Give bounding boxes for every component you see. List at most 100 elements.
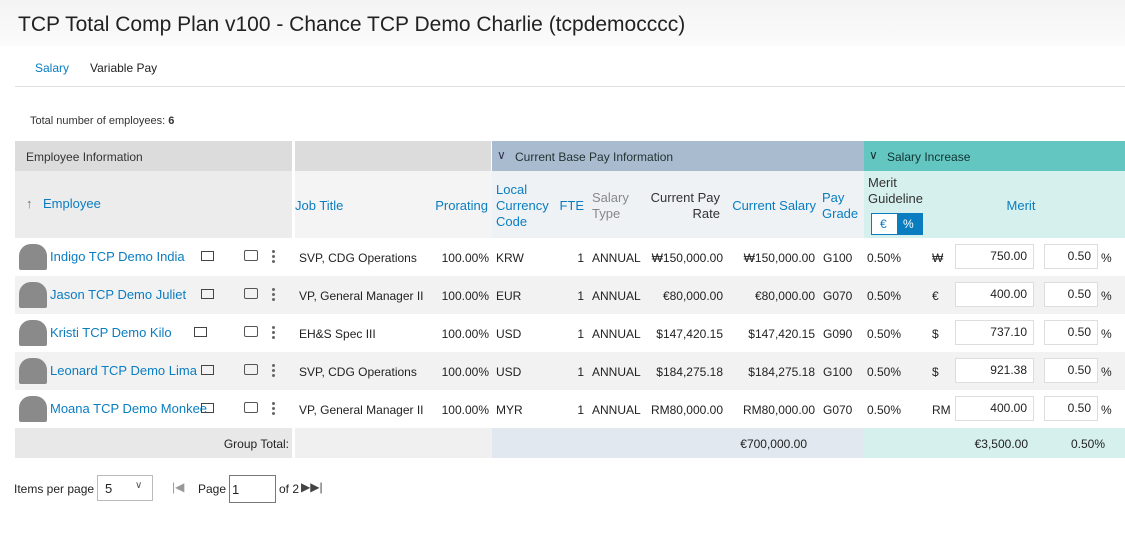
cell: ₩150,000.00 <box>651 251 723 265</box>
group-employee <box>15 141 292 171</box>
cell: MYR <box>496 403 523 417</box>
merit-percent-input[interactable]: 0.50 <box>1044 282 1098 307</box>
row <box>15 352 1125 390</box>
sort-arrow: ↑ <box>26 196 33 211</box>
card-icon <box>200 289 214 299</box>
cell: RM80,000.00 <box>650 403 723 417</box>
items-value[interactable]: 5 <box>105 481 113 496</box>
cell: G100 <box>823 251 853 265</box>
toggle-currency[interactable]: € <box>880 217 887 231</box>
row <box>15 314 1125 352</box>
employee-name[interactable]: Kristi TCP Demo Kilo <box>50 325 172 340</box>
cell: 1 <box>577 365 584 379</box>
page-input <box>229 475 276 503</box>
total-row <box>15 428 292 458</box>
col-header[interactable]: FTE <box>559 198 584 213</box>
currency-symbol: $ <box>932 365 939 379</box>
merit-percent-input[interactable]: 0.50 <box>1044 358 1098 383</box>
more-dot <box>272 260 275 263</box>
more-dot <box>272 326 275 329</box>
select-chevron: ∨ <box>135 480 143 491</box>
merit-percent-input[interactable]: 0.50 <box>1044 396 1098 421</box>
cell: 0.50% <box>867 403 902 417</box>
col-header: Merit Guideline <box>868 175 923 206</box>
total-salary: €700,000.00 <box>740 437 807 451</box>
merit-percent-input[interactable]: 0.50 <box>1044 244 1098 269</box>
cell: G100 <box>823 365 853 379</box>
tab-divider <box>15 86 1125 87</box>
cell: 100.00% <box>441 365 489 379</box>
group-base-pay <box>492 141 864 171</box>
cell: G070 <box>823 403 853 417</box>
cell: SVP, CDG Operations <box>299 251 417 265</box>
merit-amount-input[interactable]: 737.10 <box>955 320 1034 345</box>
cell: ANNUAL <box>592 403 641 417</box>
cell: G090 <box>823 327 853 341</box>
card-icon <box>200 251 214 261</box>
cell: €80,000.00 <box>662 289 723 303</box>
currency-symbol: $ <box>932 327 939 341</box>
col-header: Salary Type <box>592 190 629 221</box>
more-dot <box>272 336 275 339</box>
cell: 0.50% <box>867 327 902 341</box>
cell: 1 <box>577 327 584 341</box>
cell: 100.00% <box>441 327 489 341</box>
comment-icon <box>244 326 258 337</box>
avatar <box>19 320 47 346</box>
merit-amount-input[interactable]: 400.00 <box>955 282 1034 307</box>
col-header-base <box>492 171 864 238</box>
cell: 1 <box>577 251 584 265</box>
employee-name[interactable]: Moana TCP Demo Monkee <box>50 401 208 416</box>
col-header[interactable]: Employee <box>43 196 101 211</box>
col-header[interactable]: Merit <box>1006 198 1036 213</box>
toggle-percent[interactable]: % <box>903 217 914 231</box>
cell: ₩150,000.00 <box>743 251 815 265</box>
card-icon <box>200 365 214 375</box>
tab-variable-pay[interactable]: Variable Pay <box>90 61 158 75</box>
col-header[interactable]: Local Currency Code <box>496 182 549 229</box>
cell: 100.00% <box>441 251 489 265</box>
merit-amount-input[interactable]: 400.00 <box>955 396 1034 421</box>
col-header[interactable]: Job Title <box>295 198 344 213</box>
col-header[interactable]: Pay Grade <box>822 190 859 221</box>
comment-icon <box>244 250 258 261</box>
merit-percent-input[interactable]: 0.50 <box>1044 320 1098 345</box>
cell: 1 <box>577 403 584 417</box>
cell: USD <box>496 365 522 379</box>
more-dot <box>272 412 275 415</box>
total-label: Group Total: <box>223 437 289 451</box>
more-dot <box>272 293 275 296</box>
group-label: Salary Increase <box>887 150 971 164</box>
more-dot <box>272 364 275 367</box>
col-header[interactable]: Current Salary <box>732 198 816 213</box>
cell: 100.00% <box>441 403 489 417</box>
header-bar <box>0 0 1125 46</box>
percent-sign: % <box>1101 327 1112 341</box>
total-merit: €3,500.00 <box>974 437 1028 451</box>
page-value[interactable]: 1 <box>232 482 240 497</box>
more-dot <box>272 288 275 291</box>
cell: 0.50% <box>867 289 902 303</box>
toggle-active <box>897 214 922 234</box>
page-title: TCP Total Comp Plan v100 - Chance TCP De… <box>18 13 686 36</box>
cell: USD <box>496 327 522 341</box>
col-header[interactable]: Prorating <box>435 198 488 213</box>
chevron: ∨ <box>497 148 506 162</box>
currency-symbol: RM <box>932 403 951 417</box>
merit-amount-input[interactable]: 750.00 <box>955 244 1034 269</box>
more-dot <box>272 331 275 334</box>
merit-amount-input[interactable]: 921.38 <box>955 358 1034 383</box>
employee-name[interactable]: Jason TCP Demo Juliet <box>50 287 187 302</box>
employee-name[interactable]: Indigo TCP Demo India <box>50 249 185 264</box>
card-icon <box>194 327 207 337</box>
tab-salary[interactable]: Salary <box>35 61 70 75</box>
more-dot <box>272 402 275 405</box>
cell: $184,275.18 <box>656 365 723 379</box>
cell: VP, General Manager II <box>299 289 424 303</box>
cell: G070 <box>823 289 853 303</box>
employee-name[interactable]: Leonard TCP Demo Lima <box>50 363 197 378</box>
more-dot <box>272 298 275 301</box>
cell: 0.50% <box>867 251 902 265</box>
total-percent: 0.50% <box>1070 437 1105 451</box>
page-of: of 2 <box>279 482 300 496</box>
